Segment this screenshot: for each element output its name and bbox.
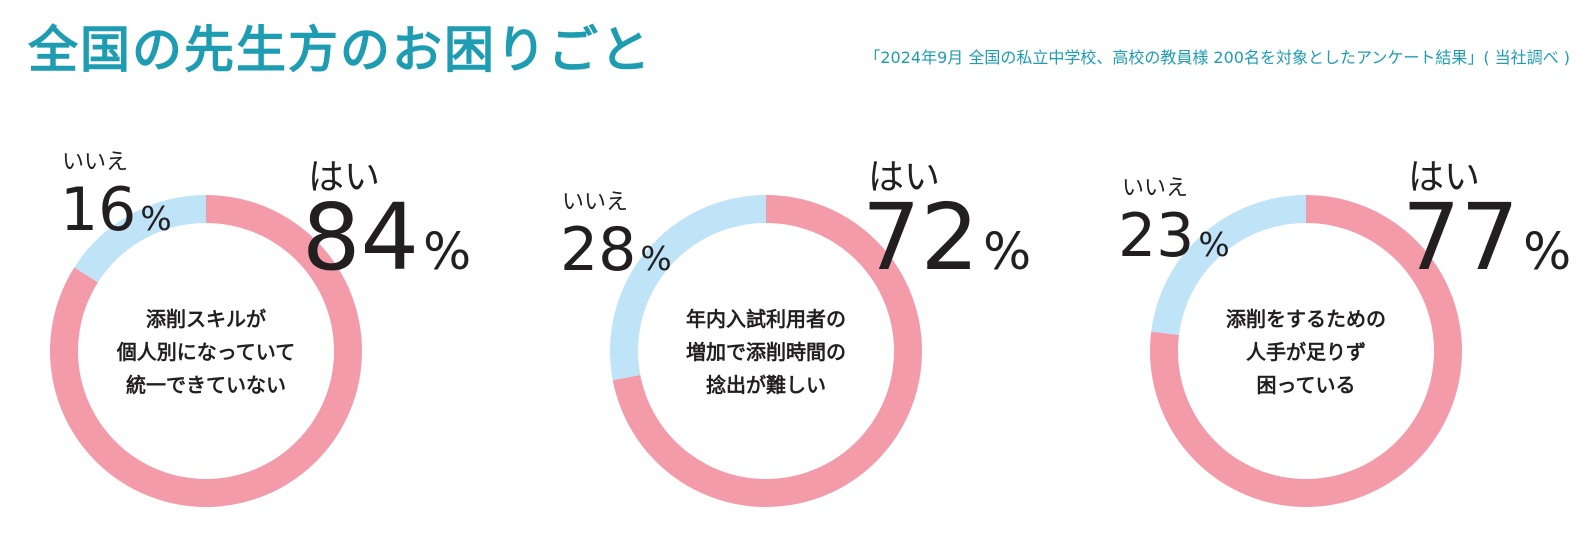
donut-ring [50, 195, 362, 507]
no-percent-number: 16 [60, 175, 137, 245]
yes-percent-unit: % [423, 222, 472, 281]
yes-label: はい [308, 157, 381, 198]
donut-center-text: 添削をするための 人手が足りず 困っている [1226, 307, 1386, 397]
no-value: 16% [60, 180, 172, 240]
yes-percent-unit: % [1523, 222, 1572, 281]
no-percent-number: 28 [560, 215, 637, 285]
yes-percent-number: 77 [1402, 184, 1520, 291]
page-title: 全国の先生方のお困りごと [28, 21, 652, 79]
no-percent-unit: % [140, 199, 172, 238]
donut-slice-no [1151, 195, 1306, 335]
yes-percent-number: 72 [862, 184, 980, 291]
no-percent-unit: % [640, 239, 672, 278]
no-percent-unit: % [1198, 225, 1230, 264]
yes-percent-unit: % [983, 222, 1032, 281]
donut-slice-no [610, 195, 766, 381]
donut-chart-1: いいえ 16% はい 84% 添削スキルが 個人別になっていて 統一できていない [0, 0, 520, 539]
yes-value: 84% [302, 192, 471, 284]
donut-center-text: 年内入試利用者の 増加で添削時間の 捻出が難しい [686, 307, 846, 397]
donut-ring [1150, 195, 1462, 507]
donut-chart-3: いいえ 23% はい 77% 添削をするための 人手が足りず 困っている [1076, 0, 1596, 539]
no-percent-number: 23 [1118, 201, 1195, 271]
yes-value: 72% [862, 192, 1031, 284]
yes-label: はい [868, 157, 941, 198]
no-label: いいえ [1122, 176, 1189, 201]
donut-chart-2: いいえ 28% はい 72% 年内入試利用者の 増加で添削時間の 捻出が難しい [540, 0, 1060, 539]
donut-slice-no [74, 195, 206, 283]
yes-percent-number: 84 [302, 184, 420, 291]
no-label: いいえ [562, 190, 629, 215]
survey-source-note: 「2024年9月 全国の私立中学校、高校の教員様 200名を対象としたアンケート… [864, 48, 1570, 67]
donut-ring [610, 195, 922, 507]
yes-label: はい [1408, 157, 1481, 198]
no-value: 28% [560, 220, 672, 280]
no-label: いいえ [62, 150, 129, 175]
yes-value: 77% [1402, 192, 1571, 284]
no-value: 23% [1118, 206, 1230, 266]
donut-center-text: 添削スキルが 個人別になっていて 統一できていない [116, 307, 296, 397]
